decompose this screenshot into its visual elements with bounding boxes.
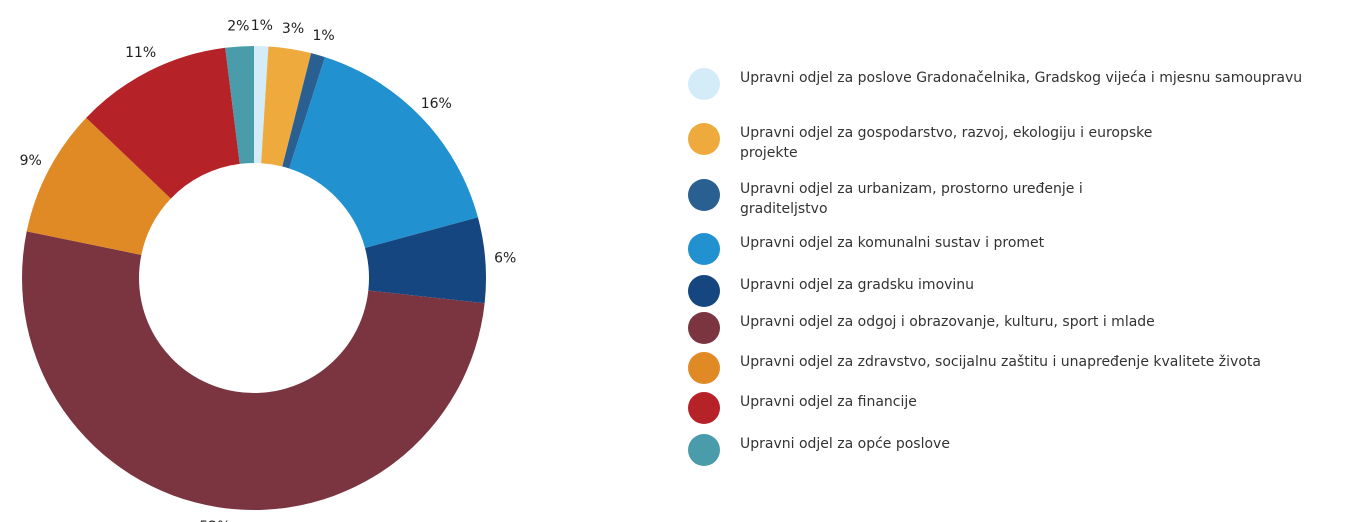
slice	[365, 217, 486, 304]
data-label: 11%	[125, 45, 156, 61]
legend-item: Upravni odjel za komunalni sustav i prom…	[688, 233, 1328, 265]
legend-label: Upravni odjel za opće poslove	[740, 436, 950, 452]
slice	[282, 53, 326, 169]
legend-item: Upravni odjel za financije	[688, 392, 1328, 424]
legend-item: Upravni odjel za gradsku imovinu	[688, 275, 1328, 307]
slice	[22, 231, 485, 510]
data-label: 2%	[227, 18, 249, 34]
data-label: 1%	[251, 18, 273, 34]
legend-item: Upravni odjel za zdravstvo, socijalnu za…	[688, 352, 1328, 384]
slice	[261, 46, 312, 167]
legend-label: Upravni odjel za urbanizam, prostorno ur…	[740, 181, 1083, 217]
legend-swatch	[688, 312, 720, 344]
slice	[254, 46, 269, 164]
legend-label: Upravni odjel za zdravstvo, socijalnu za…	[740, 354, 1261, 370]
legend-item: Upravni odjel za urbanizam, prostorno ur…	[688, 179, 1160, 219]
legend-swatch	[688, 123, 720, 155]
legend-label: Upravni odjel za poslove Gradonačelnika,…	[740, 70, 1303, 86]
data-label: 6%	[494, 250, 516, 266]
legend-swatch	[688, 392, 720, 424]
legend-swatch	[688, 68, 720, 100]
legend-label: Upravni odjel za odgoj i obrazovanje, ku…	[740, 314, 1155, 330]
data-label: 1%	[313, 28, 335, 44]
legend-swatch	[688, 352, 720, 384]
data-label: 16%	[421, 96, 452, 112]
legend-item: Upravni odjel za opće poslove	[688, 434, 1328, 466]
legend-label: Upravni odjel za gospodarstvo, razvoj, e…	[740, 125, 1153, 161]
data-label: 3%	[282, 21, 304, 37]
legend-item: Upravni odjel za odgoj i obrazovanje, ku…	[688, 312, 1328, 344]
slice	[289, 57, 478, 248]
legend-swatch	[688, 434, 720, 466]
legend-swatch	[688, 275, 720, 307]
data-label: 9%	[20, 153, 42, 169]
slice	[225, 46, 254, 164]
legend-item: Upravni odjel za poslove Gradonačelnika,…	[688, 68, 1328, 100]
legend-swatch	[688, 233, 720, 265]
legend-label: Upravni odjel za financije	[740, 394, 917, 410]
slice	[86, 47, 240, 199]
legend-label: Upravni odjel za komunalni sustav i prom…	[740, 235, 1045, 251]
data-label: 52%	[199, 519, 230, 522]
legend-item: Upravni odjel za gospodarstvo, razvoj, e…	[688, 123, 1160, 163]
slice	[26, 117, 171, 255]
legend-label: Upravni odjel za gradsku imovinu	[740, 277, 975, 293]
donut: 1% 3% 1% 16% 6% 52% 9% 11% 2%	[20, 18, 517, 522]
legend-swatch	[688, 179, 720, 211]
